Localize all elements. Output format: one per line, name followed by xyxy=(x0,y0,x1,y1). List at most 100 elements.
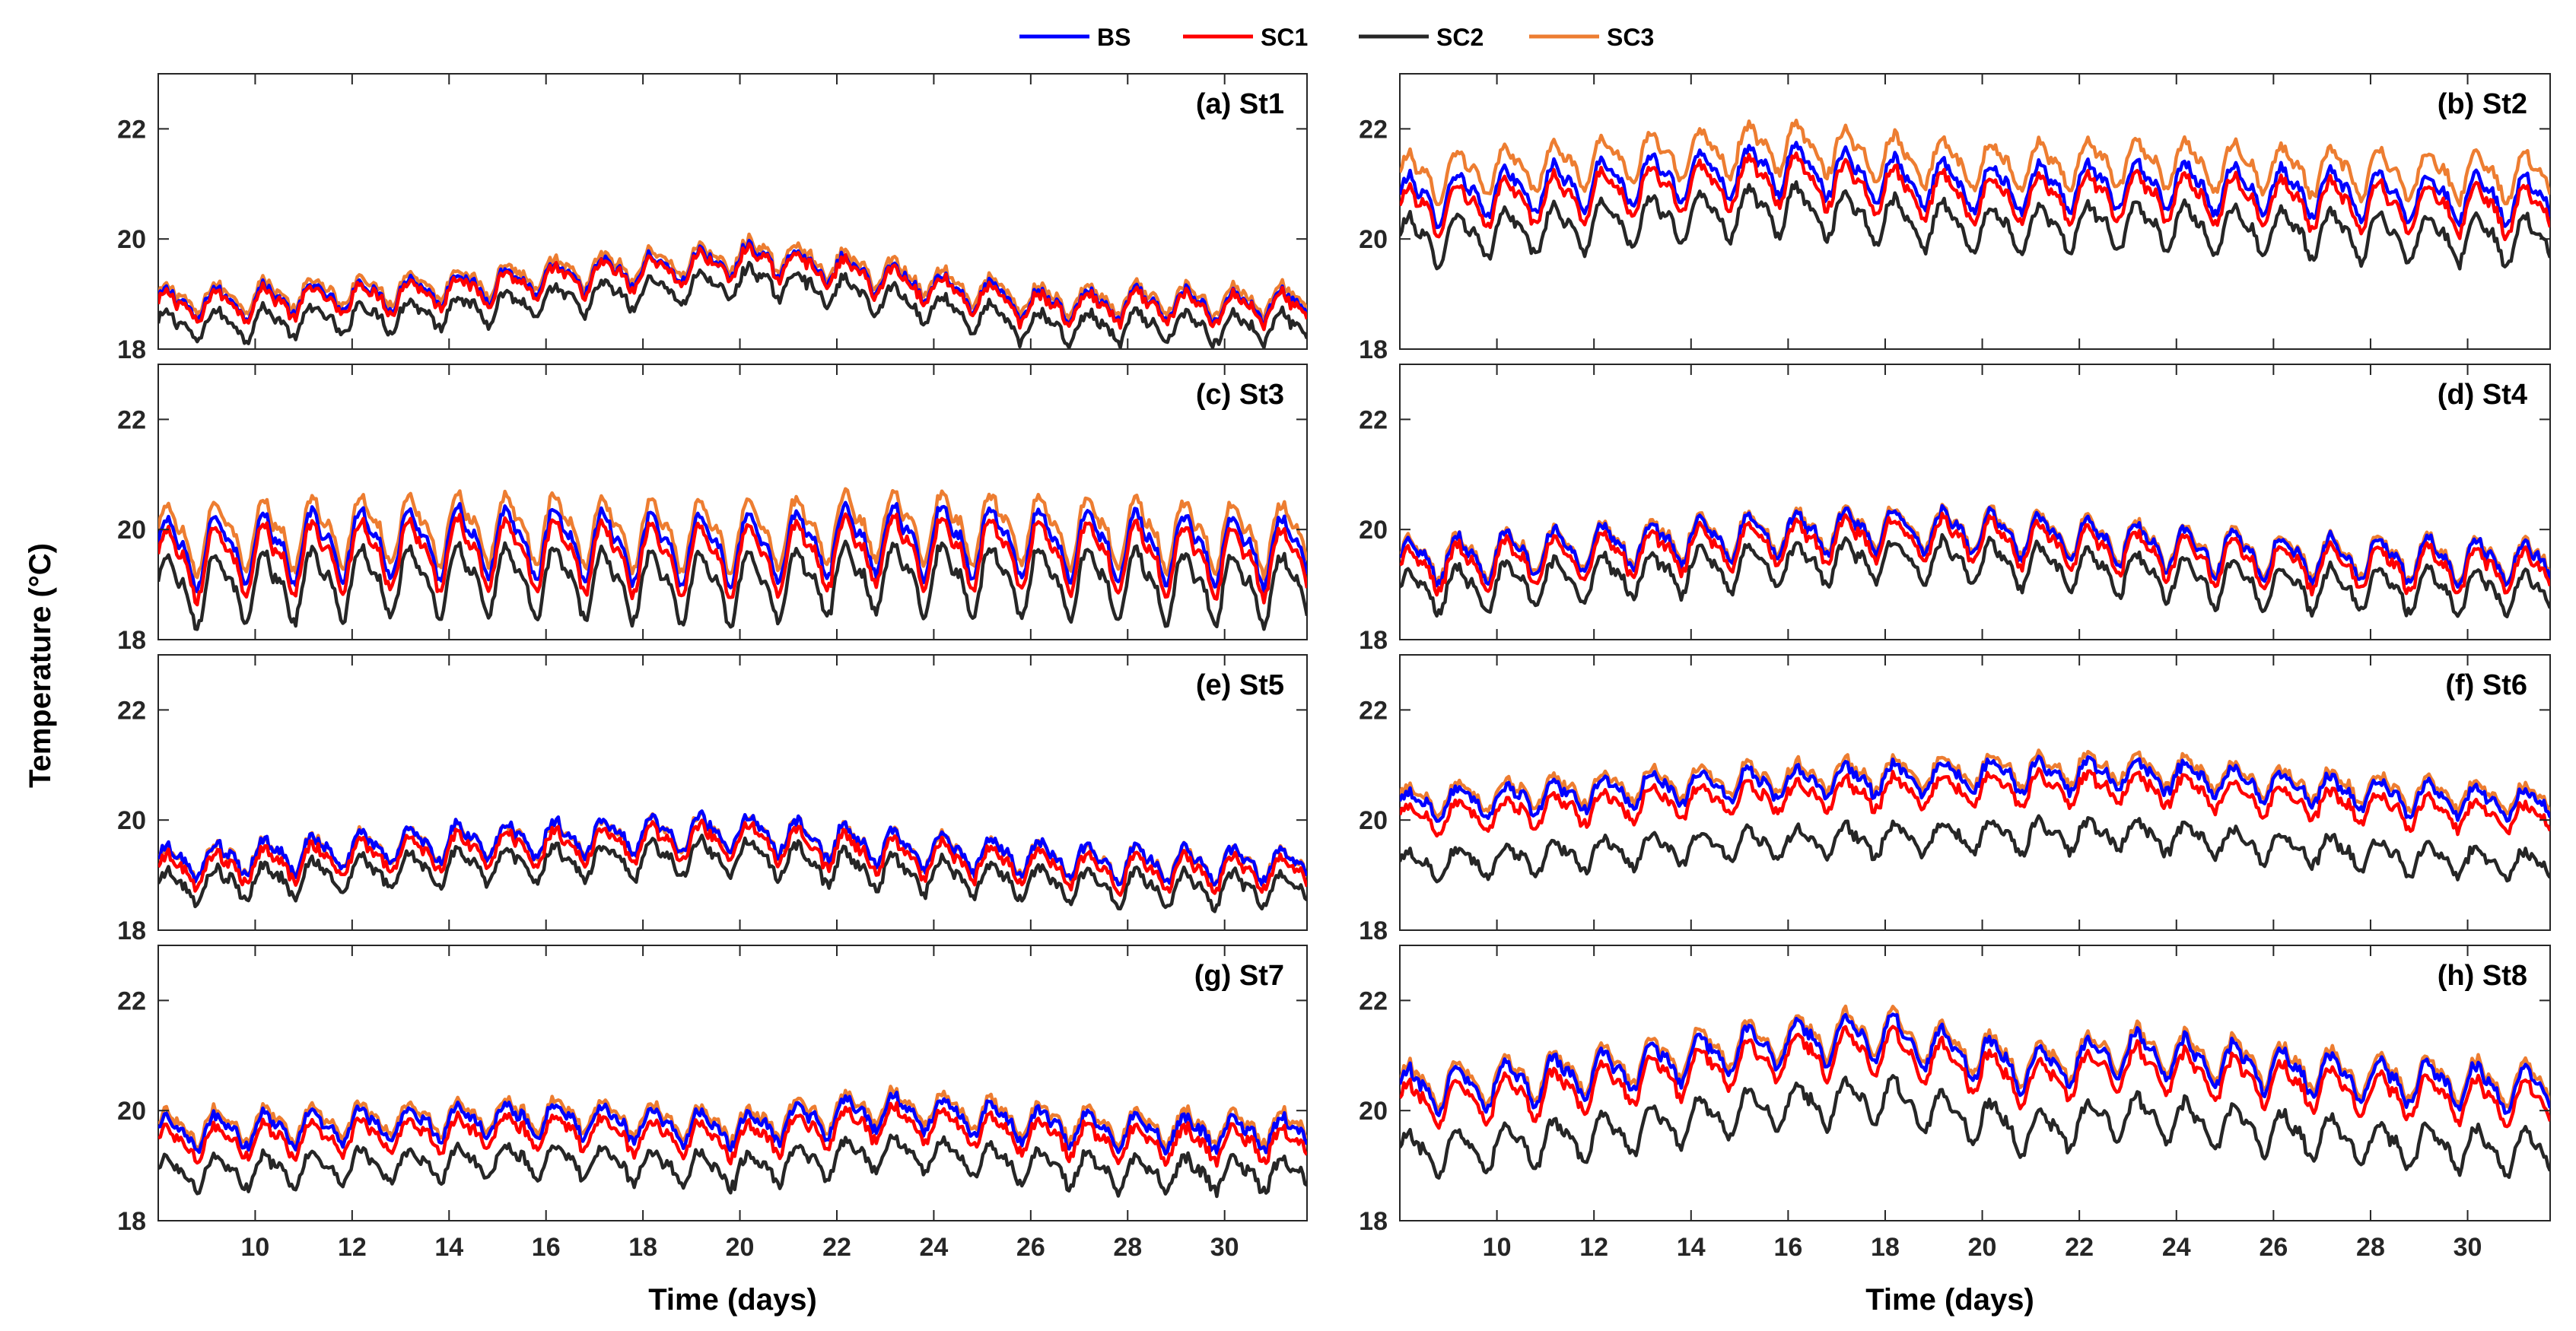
y-tick-label: 20 xyxy=(117,806,146,835)
series-sc2 xyxy=(158,1133,1307,1199)
panel-title: (b) St2 xyxy=(2438,88,2527,120)
series-sc3 xyxy=(1400,118,2550,208)
legend-item-sc1: SC1 xyxy=(1183,24,1308,51)
panel-series xyxy=(1400,748,2550,884)
y-tick-label: 18 xyxy=(1359,1207,1388,1236)
x-tick-label: 20 xyxy=(726,1233,755,1262)
series-sc1 xyxy=(158,512,1307,607)
y-tick-label: 22 xyxy=(1359,986,1388,1015)
legend: BS SC1 SC2 SC3 xyxy=(1019,24,1654,51)
series-bs xyxy=(158,500,1307,594)
legend-label-sc3: SC3 xyxy=(1607,24,1654,51)
y-tick-label: 22 xyxy=(117,405,146,434)
series-bs xyxy=(1400,503,2550,589)
y-tick-label: 20 xyxy=(1359,516,1388,545)
x-tick-label: 30 xyxy=(2454,1233,2482,1262)
y-tick-label: 20 xyxy=(1359,806,1388,835)
panel-7: 18 20 22 10 12 14 16 18 20 22 24 26 28 30 (g) St7 xyxy=(117,945,1308,1262)
y-tick-label: 20 xyxy=(1359,1097,1388,1126)
y-tick-label: 18 xyxy=(1359,916,1388,945)
y-tick-label: 20 xyxy=(117,1097,146,1126)
y-tick-label: 22 xyxy=(1359,405,1388,434)
panel-series xyxy=(1400,503,2550,619)
panel-series xyxy=(1400,1004,2550,1180)
x-tick-label: 24 xyxy=(2162,1233,2191,1262)
series-sc1 xyxy=(158,818,1307,897)
panel-frame xyxy=(1399,364,2551,640)
panel-3: 18 20 22 (c) St3 xyxy=(117,364,1308,655)
legend-item-bs: BS xyxy=(1019,24,1131,51)
y-tick-label: 18 xyxy=(117,626,146,655)
panel-series xyxy=(158,1085,1307,1199)
y-tick-label: 18 xyxy=(1359,335,1388,364)
panel-4: 18 20 22 (d) St4 xyxy=(1359,364,2551,655)
panel-frame xyxy=(1399,945,2551,1221)
panel-frame xyxy=(157,654,1308,931)
series-sc2 xyxy=(1400,532,2550,619)
panel-series xyxy=(1400,118,2550,271)
x-tick-label: 26 xyxy=(1016,1233,1045,1262)
panel-frame xyxy=(157,945,1308,1221)
legend-item-sc3: SC3 xyxy=(1529,24,1654,51)
panel-title: (g) St7 xyxy=(1194,960,1284,992)
y-tick-label: 22 xyxy=(117,115,146,144)
y-tick-label: 18 xyxy=(117,1207,146,1236)
x-tick-label: 30 xyxy=(1210,1233,1239,1262)
x-tick-label: 22 xyxy=(822,1233,851,1262)
x-tick-label: 10 xyxy=(241,1233,270,1262)
panel-series xyxy=(158,809,1307,913)
legend-label-sc1: SC1 xyxy=(1261,24,1308,51)
series-sc2 xyxy=(158,834,1307,913)
y-tick-label: 18 xyxy=(117,335,146,364)
series-sc1 xyxy=(1400,767,2550,838)
panel-2: 18 20 22 (b) St2 xyxy=(1359,73,2551,364)
series-bs xyxy=(1400,754,2550,823)
x-tick-label: 18 xyxy=(1871,1233,1900,1262)
x-tick-label: 28 xyxy=(1113,1233,1142,1262)
panel-title: (a) St1 xyxy=(1196,88,1284,120)
series-sc3 xyxy=(158,487,1307,581)
legend-item-sc2: SC2 xyxy=(1359,24,1484,51)
series-sc3 xyxy=(158,1085,1307,1152)
series-bs xyxy=(158,1090,1307,1156)
y-tick-label: 22 xyxy=(1359,696,1388,725)
x-tick-label: 12 xyxy=(338,1233,367,1262)
x-tick-label: 20 xyxy=(1968,1233,1997,1262)
series-bs xyxy=(1400,1012,2550,1117)
y-tick-label: 22 xyxy=(117,696,146,725)
y-tick-label: 20 xyxy=(117,516,146,545)
y-tick-label: 22 xyxy=(1359,115,1388,144)
panel-title: (c) St3 xyxy=(1196,379,1284,411)
x-tick-label: 16 xyxy=(1773,1233,1802,1262)
x-tick-label: 10 xyxy=(1483,1233,1512,1262)
x-tick-label: 14 xyxy=(434,1233,463,1262)
x-tick-label: 14 xyxy=(1677,1233,1706,1262)
series-sc3 xyxy=(158,232,1307,324)
series-sc1 xyxy=(1400,151,2550,242)
y-tick-label: 20 xyxy=(117,225,146,254)
series-sc2 xyxy=(1400,1074,2550,1180)
y-axis-label: Temperature (°C) xyxy=(24,543,57,788)
panel-series xyxy=(158,232,1307,349)
series-sc1 xyxy=(1400,1024,2550,1130)
series-bs xyxy=(1400,141,2550,230)
series-bs xyxy=(158,809,1307,887)
y-tick-label: 22 xyxy=(117,986,146,1015)
series-sc2 xyxy=(158,539,1307,631)
x-tick-label: 24 xyxy=(919,1233,948,1262)
x-axis-label-right: Time (days) xyxy=(1865,1283,2034,1317)
x-tick-label: 28 xyxy=(2356,1233,2385,1262)
y-tick-label: 18 xyxy=(117,916,146,945)
x-tick-label: 22 xyxy=(2065,1233,2094,1262)
x-tick-label: 26 xyxy=(2259,1233,2288,1262)
x-tick-label: 12 xyxy=(1579,1233,1608,1262)
panel-6: 18 20 22 (f) St6 xyxy=(1359,654,2551,945)
series-sc2 xyxy=(1400,179,2550,271)
panel-title: (h) St8 xyxy=(2438,960,2527,992)
series-sc1 xyxy=(158,1101,1307,1168)
panel-8: 18 20 22 10 12 14 16 18 20 22 24 26 28 30 (h) St8 xyxy=(1359,945,2551,1262)
panel-title: (e) St5 xyxy=(1196,669,1284,701)
legend-label-bs: BS xyxy=(1097,24,1131,51)
y-tick-label: 20 xyxy=(1359,225,1388,254)
